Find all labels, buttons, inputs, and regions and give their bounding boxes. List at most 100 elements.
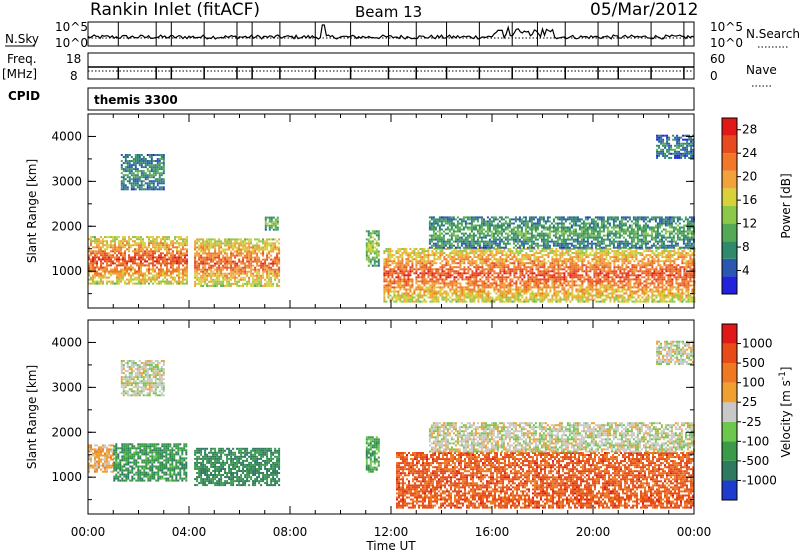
data-cell [517,252,520,255]
data-cell [264,268,267,271]
data-cell [597,300,600,303]
data-cell [483,258,486,261]
data-cell [383,252,386,255]
data-cell [593,280,596,283]
data-cell [485,282,488,285]
data-cell [122,272,124,275]
data-cell [110,268,112,271]
data-cell [531,280,534,283]
data-cell [128,248,130,251]
data-cell [575,284,578,287]
data-cell [431,270,434,273]
data-cell [477,288,480,291]
data-cell [481,270,484,273]
data-cell [146,260,148,263]
data-cell [234,238,237,241]
data-cell [421,276,424,279]
data-cell [218,248,221,251]
data-cell [461,294,464,297]
data-cell [375,256,378,259]
data-cell [453,254,456,257]
data-cell [260,246,263,249]
data-cell [471,298,474,301]
data-cell [254,268,257,271]
data-cell [258,276,261,279]
data-cell [216,272,219,275]
data-cell [234,254,237,257]
data-cell [174,268,176,271]
data-cell [523,292,526,295]
data-cell [278,260,281,263]
data-cell [557,254,560,257]
data-cell [274,224,277,227]
data-cell [120,270,122,273]
data-cell [635,254,638,257]
data-cell [208,280,211,283]
data-cell [156,244,158,247]
data-cell [551,262,554,265]
data-cell [527,280,530,283]
data-cell [128,266,130,269]
data-cell [238,278,241,281]
data-cell [543,294,546,297]
data-cell [641,296,644,299]
data-cell [202,246,205,249]
data-cell [128,180,131,183]
data-cell [373,238,376,241]
data-cell [603,264,606,267]
data-cell [118,264,120,267]
data-cell [260,274,263,277]
data-cell [178,262,180,265]
data-cell [371,258,374,261]
data-cell [503,292,506,295]
data-cell [98,250,100,253]
data-cell [507,288,510,291]
data-cell [591,294,594,297]
data-cell [206,274,209,277]
data-cell [635,274,638,277]
data-cell [481,282,484,285]
data-cell [96,274,98,277]
data-cell [108,270,110,273]
data-cell [124,158,127,160]
data-cell [210,258,213,261]
data-cell [439,286,442,289]
data-cell [437,274,440,277]
data-cell [254,246,257,249]
data-cell [160,174,163,177]
data-cell [120,254,122,257]
data-cell [160,244,162,247]
data-cell [585,248,588,250]
data-cell [661,260,664,263]
data-cell [214,282,217,285]
data-cell [124,166,127,169]
data-cell [497,294,500,297]
data-cell [467,276,470,279]
data-cell [447,282,450,285]
data-cell [409,280,412,283]
data-cell [467,292,470,295]
data-cell [451,292,454,295]
data-cell [184,252,186,255]
data-cell [611,290,614,293]
data-cell [206,254,209,257]
data-cell [88,282,90,285]
data-cell [264,282,267,285]
data-cell [274,262,277,265]
data-cell [419,252,422,255]
data-cell [563,252,566,255]
data-cell [431,262,434,265]
data-cell [218,262,221,265]
data-cell [571,272,574,275]
data-cell [276,222,279,225]
data-cell [202,238,205,241]
data-cell [206,248,209,251]
data-cell [647,258,650,261]
data-cell [495,248,498,250]
data-cell [623,284,626,287]
data-cell [106,268,108,271]
data-cell [371,244,374,247]
data-cell [403,294,406,297]
data-cell [437,282,440,285]
data-cell [487,278,490,281]
